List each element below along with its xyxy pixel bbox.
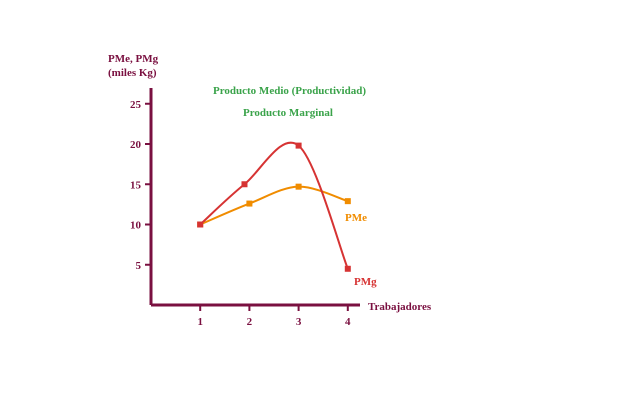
series-line-pmg: [199, 141, 349, 270]
series-pme-label: PMe: [345, 212, 367, 224]
data-point-pme: [344, 198, 351, 205]
y-axis-title-line1: PMe, PMg: [108, 53, 159, 65]
y-tick-label: 15: [130, 179, 142, 191]
data-point-pmg: [197, 221, 204, 228]
y-tick-label: 25: [130, 99, 142, 111]
legend-pme-label: Producto Medio (Productividad): [213, 85, 366, 97]
data-point-pme: [246, 200, 253, 207]
y-axis-title-line2: (miles Kg): [108, 67, 157, 79]
x-tick-label: 1: [197, 316, 203, 328]
x-tick-label: 2: [247, 316, 253, 328]
data-point-pmg: [344, 265, 351, 272]
series-pmg-label: PMg: [354, 276, 377, 288]
data-point-pmg: [241, 181, 248, 188]
y-tick-label: 5: [136, 260, 142, 272]
series-line-pme: [199, 185, 349, 226]
x-tick-label: 4: [345, 316, 351, 328]
data-point-pmg: [295, 142, 302, 149]
legend-pmg-label: Producto Marginal: [243, 107, 333, 119]
y-tick-label: 20: [130, 139, 142, 151]
data-point-pme: [295, 183, 302, 190]
x-tick-label: 3: [296, 316, 302, 328]
x-axis-title: Trabajadores: [368, 301, 432, 313]
y-tick-label: 10: [130, 220, 142, 232]
